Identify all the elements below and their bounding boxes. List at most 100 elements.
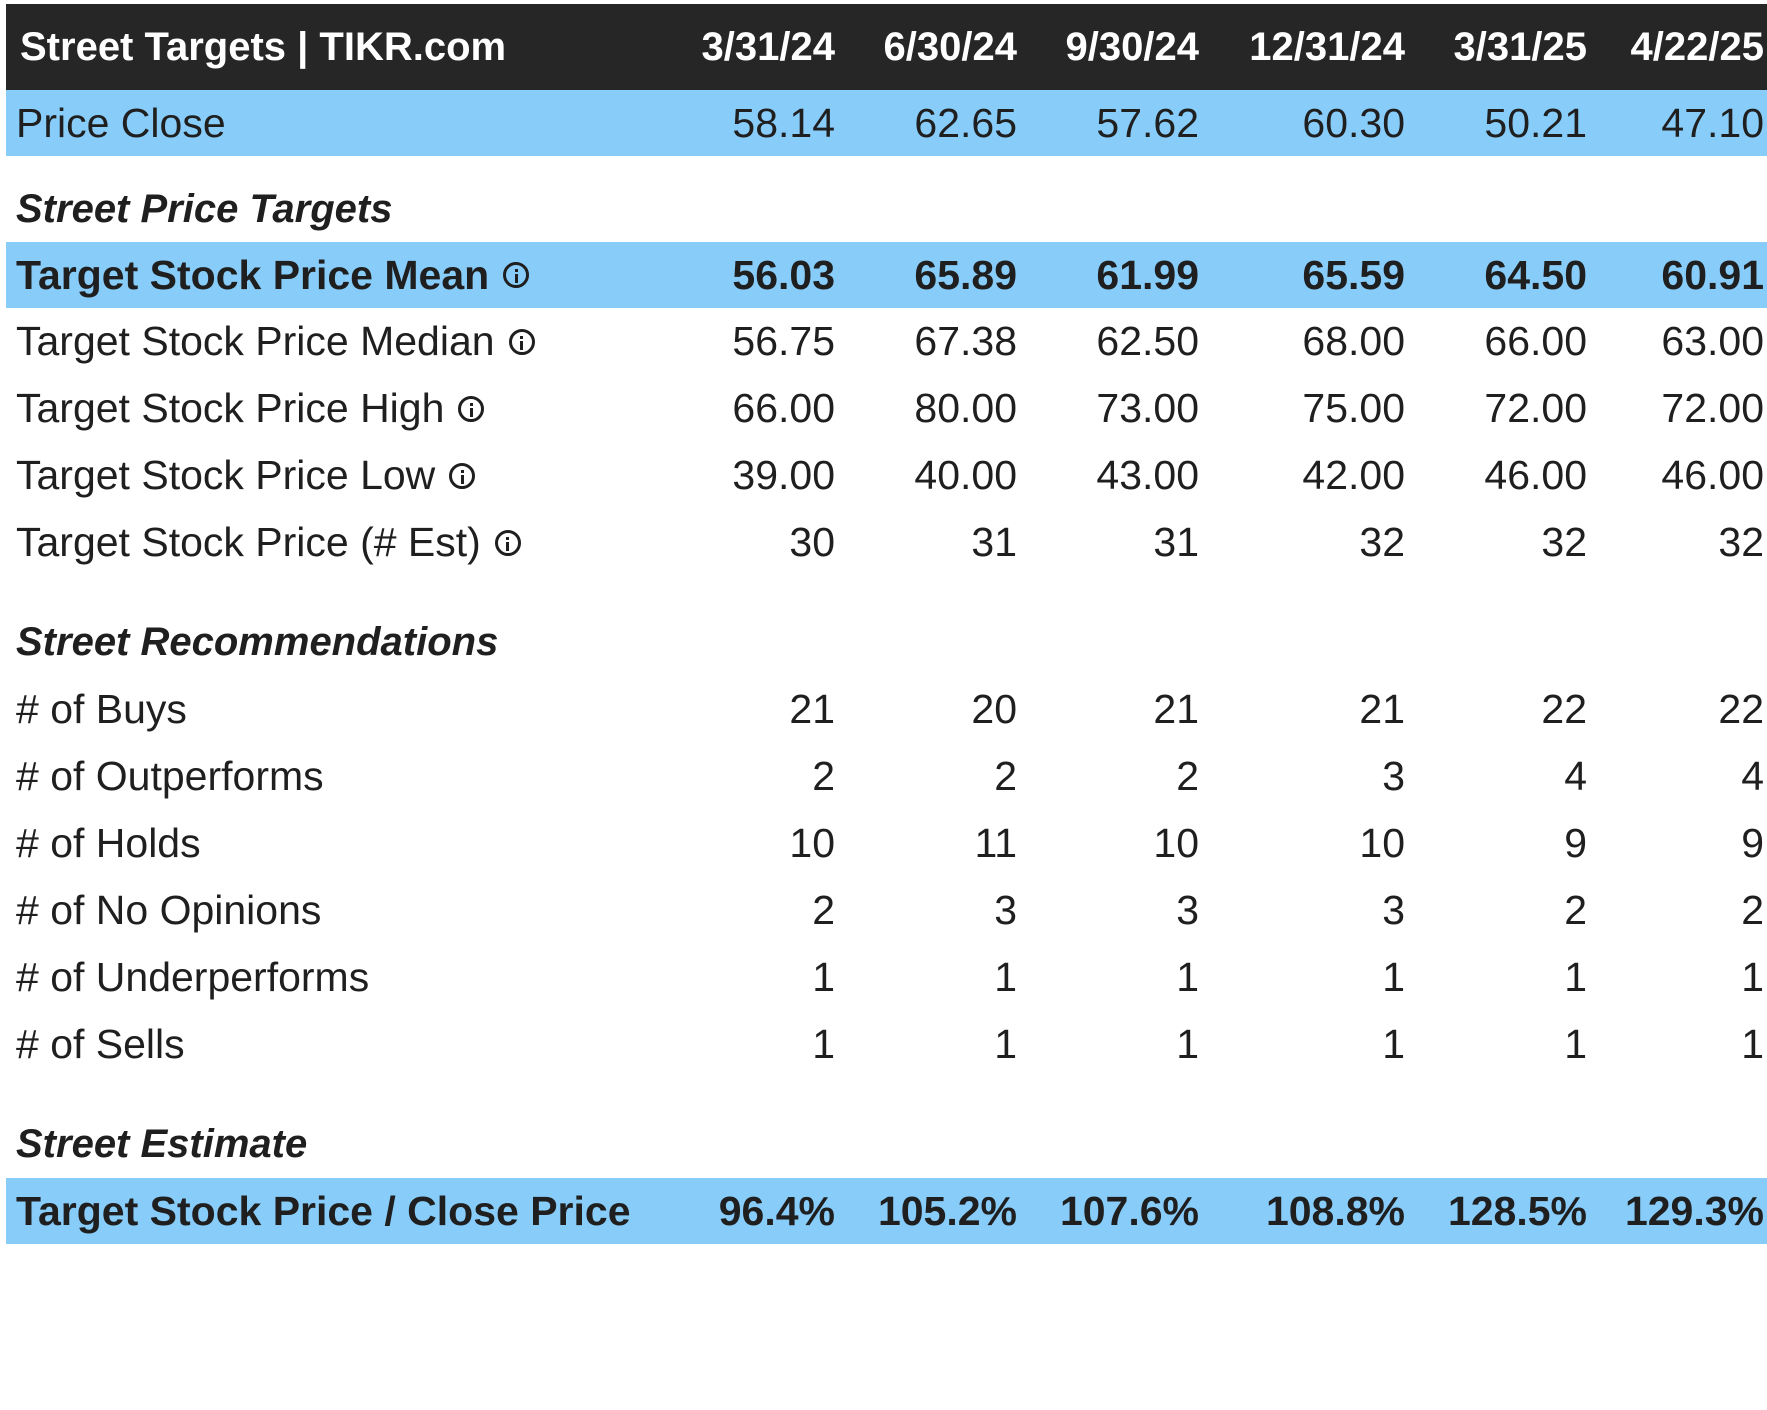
target-to-close-row: Target Stock Price / Close Price 96.4% 1… <box>6 1178 1767 1244</box>
info-icon[interactable] <box>508 328 535 355</box>
table-cell: 32 <box>1718 519 1764 565</box>
table-cell: 1 <box>812 1021 835 1067</box>
table-cell: 2 <box>1564 887 1587 933</box>
table-cell: 107.6% <box>1059 1187 1199 1234</box>
table-cell: 10 <box>789 820 835 866</box>
section-title: Street Recommendations <box>16 619 499 664</box>
table-cell: 58.14 <box>732 99 835 146</box>
table-cell: 39.00 <box>732 452 835 498</box>
table-cell: 10 <box>1153 820 1199 866</box>
outperforms-row: # of Outperforms 2 2 2 3 4 4 <box>6 743 1767 810</box>
table-cell: 60.30 <box>1302 99 1405 146</box>
table-cell: 56.75 <box>732 318 835 364</box>
info-icon[interactable] <box>494 529 521 556</box>
row-label: # of Buys <box>16 686 187 732</box>
table-cell: 22 <box>1541 686 1587 732</box>
table-cell: 47.10 <box>1661 99 1764 146</box>
table-cell: 1 <box>1564 1021 1587 1067</box>
row-label-wrap: Target Stock Price (# Est) <box>6 519 606 566</box>
table-cell: 46.00 <box>1484 452 1587 498</box>
holds-row: # of Holds 10 11 10 10 9 9 <box>6 810 1767 877</box>
spacer <box>6 576 1767 608</box>
table-cell: 1 <box>1382 1021 1405 1067</box>
table-cell: 22 <box>1718 686 1764 732</box>
table-cell: 1 <box>812 954 835 1000</box>
table-cell: 2 <box>994 753 1017 799</box>
table-cell: 108.8% <box>1265 1187 1405 1234</box>
table-cell: 2 <box>1176 753 1199 799</box>
table-cell: 75.00 <box>1302 385 1405 431</box>
row-label: # of Underperforms <box>16 954 370 1000</box>
spacer <box>6 156 1767 176</box>
info-icon[interactable] <box>458 395 485 422</box>
spacer <box>6 1078 1767 1110</box>
row-label: # of No Opinions <box>16 887 322 933</box>
table-cell: 43.00 <box>1096 452 1199 498</box>
column-header-date: 3/31/24 <box>701 24 835 69</box>
section-title: Street Estimate <box>16 1121 308 1166</box>
table-cell: 105.2% <box>877 1187 1017 1234</box>
table-cell: 3 <box>1382 887 1405 933</box>
row-label: Target Stock Price Low <box>16 452 436 498</box>
table-cell: 1 <box>1741 1021 1764 1067</box>
section-header-price-targets: Street Price Targets <box>6 176 1767 242</box>
table-cell: 66.00 <box>1484 318 1587 364</box>
row-label-wrap: Target Stock Price Mean <box>6 252 606 299</box>
table-cell: 9 <box>1741 820 1764 866</box>
table-cell: 31 <box>1153 519 1199 565</box>
table-cell: 3 <box>1176 887 1199 933</box>
table-cell: 31 <box>971 519 1017 565</box>
table-cell: 1 <box>1176 954 1199 1000</box>
table-cell: 10 <box>1359 820 1405 866</box>
table-cell: 72.00 <box>1661 385 1764 431</box>
row-label: # of Sells <box>16 1021 185 1067</box>
table-cell: 96.4% <box>718 1187 835 1234</box>
section-header-recommendations: Street Recommendations <box>6 608 1767 676</box>
table-cell: 129.3% <box>1624 1187 1764 1234</box>
target-high-row: Target Stock Price High 66.00 80.00 73.0… <box>6 375 1767 442</box>
target-median-row: Target Stock Price Median 56.75 67.38 62… <box>6 308 1767 375</box>
buys-row: # of Buys 21 20 21 21 22 22 <box>6 676 1767 743</box>
table-cell: 32 <box>1541 519 1587 565</box>
row-label-wrap: Target Stock Price Low <box>6 452 606 499</box>
table-cell: 68.00 <box>1302 318 1405 364</box>
table-cell: 50.21 <box>1484 99 1587 146</box>
row-label-wrap: Target Stock Price High <box>6 385 606 432</box>
price-close-row: Price Close 58.14 62.65 57.62 60.30 50.2… <box>6 90 1767 156</box>
row-label: # of Holds <box>16 820 201 866</box>
table-cell: 128.5% <box>1447 1187 1587 1234</box>
table-cell: 63.00 <box>1661 318 1764 364</box>
row-label-wrap: Target Stock Price Median <box>6 318 606 365</box>
table-cell: 57.62 <box>1096 99 1199 146</box>
table-cell: 1 <box>1382 954 1405 1000</box>
table-cell: 1 <box>994 954 1017 1000</box>
table-cell: 67.38 <box>914 318 1017 364</box>
table-cell: 1 <box>1564 954 1587 1000</box>
info-icon[interactable] <box>449 462 476 489</box>
table-cell: 1 <box>1741 954 1764 1000</box>
table-cell: 21 <box>1153 686 1199 732</box>
table-cell: 42.00 <box>1302 452 1405 498</box>
row-label: Target Stock Price / Close Price <box>16 1187 631 1234</box>
table-cell: 72.00 <box>1484 385 1587 431</box>
table-cell: 3 <box>994 887 1017 933</box>
column-header-date: 3/31/25 <box>1453 24 1587 69</box>
table-cell: 56.03 <box>732 251 835 298</box>
table-cell: 30 <box>789 519 835 565</box>
table-cell: 11 <box>974 820 1017 866</box>
target-low-row: Target Stock Price Low 39.00 40.00 43.00… <box>6 442 1767 509</box>
table-cell: 4 <box>1564 753 1587 799</box>
table-header-row: Street Targets | TIKR.com 3/31/24 6/30/2… <box>6 4 1767 90</box>
info-icon[interactable] <box>503 262 530 288</box>
table-cell: 73.00 <box>1096 385 1199 431</box>
section-title: Street Price Targets <box>16 186 393 231</box>
table-cell: 65.89 <box>914 251 1017 298</box>
table-cell: 46.00 <box>1661 452 1764 498</box>
table-cell: 65.59 <box>1302 251 1405 298</box>
table-cell: 9 <box>1564 820 1587 866</box>
table-cell: 21 <box>789 686 835 732</box>
column-header-date: 6/30/24 <box>883 24 1017 69</box>
table-cell: 1 <box>1176 1021 1199 1067</box>
row-label: Target Stock Price Median <box>16 318 495 364</box>
row-label: # of Outperforms <box>16 753 324 799</box>
